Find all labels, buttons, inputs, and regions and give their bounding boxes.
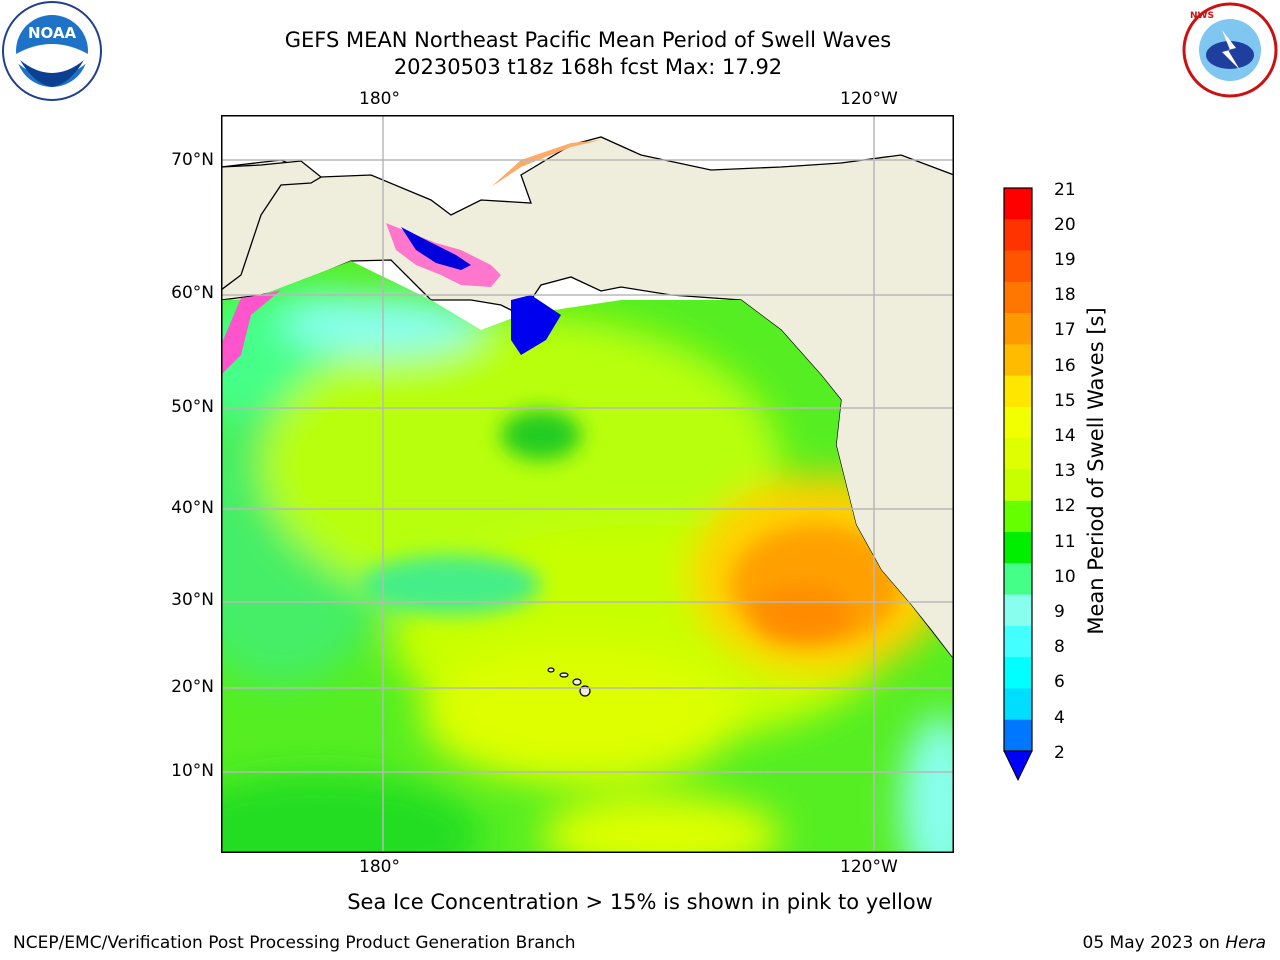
colorbar-tick: 11 (1054, 532, 1076, 552)
lon-label-top-180: 180° (359, 89, 400, 109)
colorbar-tick: 9 (1054, 602, 1065, 622)
colorbar-segment (1004, 532, 1032, 564)
colorbar-segment (1004, 313, 1032, 345)
svg-text:NOAA: NOAA (28, 24, 77, 42)
colorbar-segment (1004, 500, 1032, 533)
footer-host: Hera (1225, 933, 1266, 953)
colorbar-segment (1004, 657, 1032, 689)
colorbar-segment (1004, 344, 1032, 377)
colorbar-segment (1004, 594, 1032, 627)
colorbar-tick: 2 (1054, 743, 1065, 763)
lat-label-20n: 20°N (171, 677, 214, 697)
colorbar-segment (1004, 438, 1032, 470)
colorbar-segment (1004, 250, 1032, 283)
lon-label-bottom-120w: 120°W (840, 857, 898, 877)
colorbar-segment (1004, 563, 1032, 596)
footer-date: 05 May 2023 on Hera (1083, 933, 1267, 953)
colorbar-segment (1004, 625, 1032, 658)
sea-ice-edge (221, 290, 281, 375)
lat-label-30n: 30°N (171, 590, 214, 610)
lat-label-10n: 10°N (171, 761, 214, 781)
land-siberia (221, 160, 323, 291)
colorbar-tick: 6 (1054, 672, 1065, 692)
colorbar-tick: 10 (1054, 567, 1076, 587)
colorbar-segment (1004, 719, 1032, 752)
colorbar-tick: 16 (1054, 356, 1076, 376)
colorbar-tick: 19 (1054, 250, 1076, 270)
svg-text:NWS: NWS (1190, 11, 1214, 21)
lon-label-top-120w: 120°W (840, 89, 898, 109)
graticule (221, 115, 954, 853)
colorbar-label: Mean Period of Swell Waves [s] (1084, 307, 1108, 635)
footer-credit: NCEP/EMC/Verification Post Processing Pr… (13, 933, 576, 953)
colorbar-tick: 21 (1054, 180, 1076, 200)
map-frame (221, 115, 954, 853)
lat-label-60n: 60°N (171, 283, 214, 303)
sea-ice-bristol (511, 295, 561, 355)
colorbar-tick: 12 (1054, 496, 1076, 516)
noaa-logo: NOAA (0, 0, 104, 104)
sea-ice-core (401, 227, 471, 270)
colorbar-segment (1004, 406, 1032, 439)
lat-label-70n: 70°N (171, 150, 214, 170)
colorbar-segment (1004, 469, 1032, 502)
colorbar-segment (1004, 188, 1032, 220)
sea-ice-note: Sea Ice Concentration > 15% is shown in … (347, 890, 933, 914)
colorbar-tick: 14 (1054, 426, 1076, 446)
colorbar-tick: 4 (1054, 708, 1065, 728)
colorbar-segment (1004, 375, 1032, 408)
lon-label-bottom-180: 180° (359, 857, 400, 877)
colorbar-tick: 8 (1054, 637, 1065, 657)
colorbar-underflow-triangle (1003, 750, 1033, 782)
plot-subtitle: 20230503 t18z 168h fcst Max: 17.92 (393, 55, 783, 79)
colorbar (1003, 187, 1033, 782)
colorbar-tick: 20 (1054, 215, 1076, 235)
plot-title: GEFS MEAN Northeast Pacific Mean Period … (284, 28, 892, 52)
colorbar-tick: 18 (1054, 285, 1076, 305)
colorbar-segment (1004, 688, 1032, 721)
swell-period-map (221, 115, 954, 853)
colorbar-tick: 15 (1054, 391, 1076, 411)
lat-label-50n: 50°N (171, 397, 214, 417)
footer-date-text: 05 May 2023 on (1082, 933, 1226, 953)
colorbar-segment (1004, 219, 1032, 252)
colorbar-tick: 13 (1054, 461, 1076, 481)
nws-logo: NWS (1178, 0, 1280, 100)
colorbar-segment (1004, 281, 1032, 314)
colorbar-tick: 17 (1054, 320, 1076, 340)
lat-label-40n: 40°N (171, 498, 214, 518)
